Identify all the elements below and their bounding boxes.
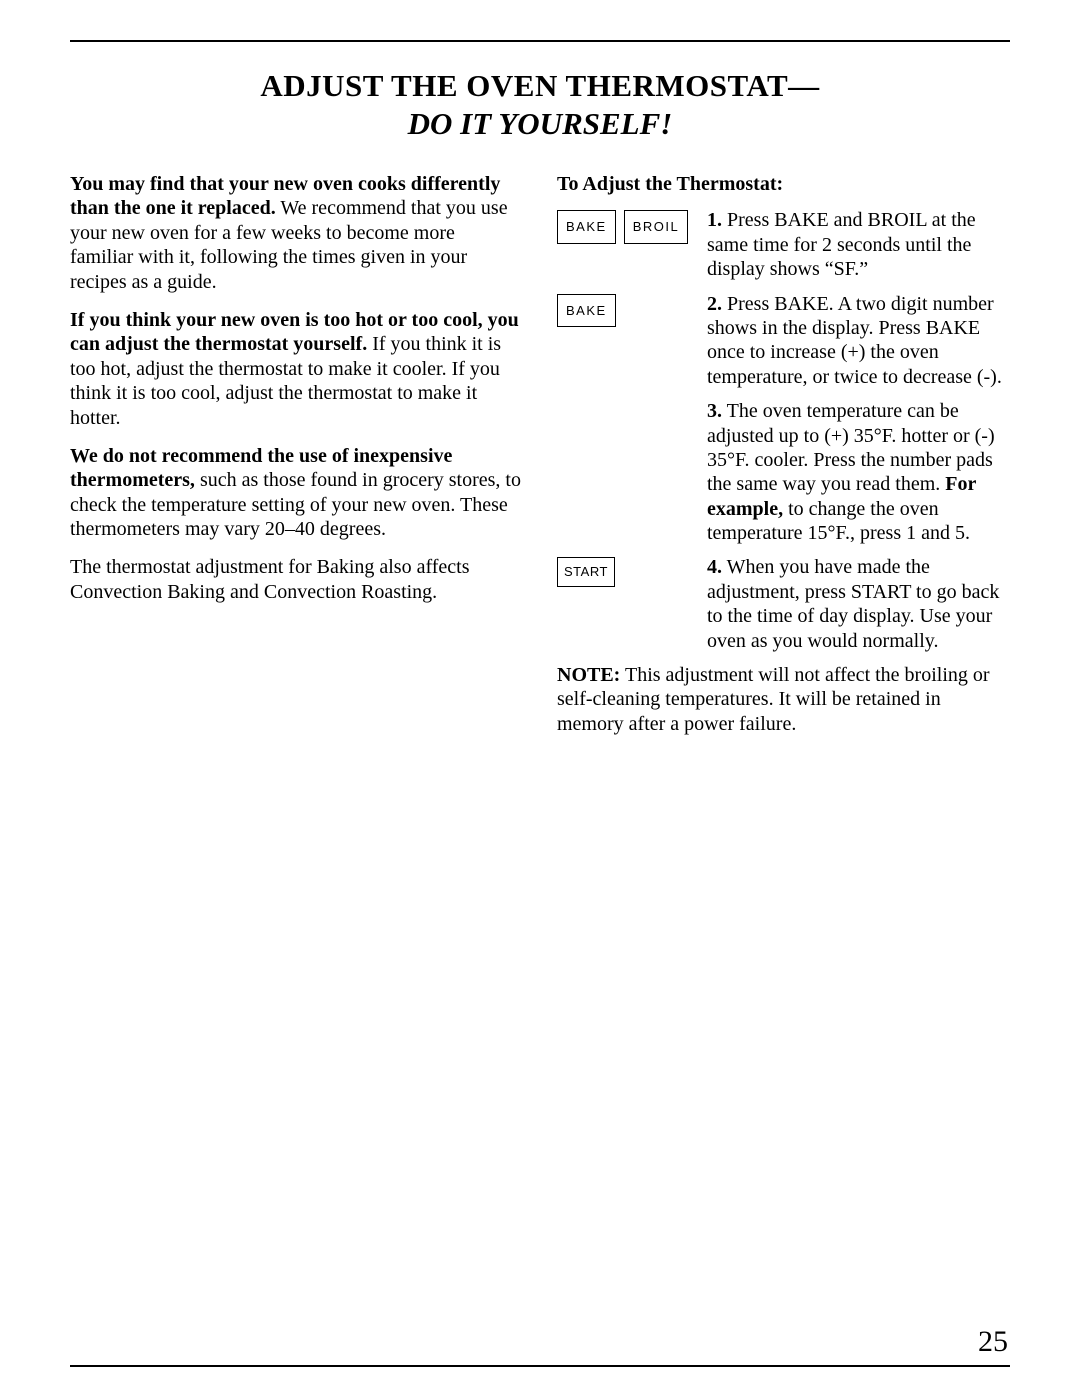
step-3-number: 3. — [707, 400, 722, 422]
left-column: You may find that your new oven cooks di… — [70, 172, 523, 736]
title-line-2: DO IT YOURSELF! — [70, 106, 1010, 142]
note-bold: NOTE: — [557, 664, 620, 686]
step-1-text: 1. Press BAKE and BROIL at the same time… — [707, 208, 1010, 281]
step-4-row: START 4. When you have made the adjustme… — [557, 555, 1010, 653]
step-3-buttons — [557, 399, 707, 401]
columns: You may find that your new oven cooks di… — [70, 172, 1010, 736]
rule-top — [70, 40, 1010, 42]
step-3-text: 3. The oven temperature can be adjusted … — [707, 399, 1010, 545]
note-rest: This adjustment will not affect the broi… — [557, 664, 990, 735]
start-button-icon: START — [557, 557, 615, 587]
step-1-number: 1. — [707, 209, 722, 231]
title-line-1: ADJUST THE OVEN THERMOSTAT— — [70, 68, 1010, 104]
intro-paragraph-2: If you think your new oven is too hot or… — [70, 308, 523, 430]
intro-paragraph-4: The thermostat adjustment for Baking als… — [70, 555, 523, 604]
bake-button-icon: BAKE — [557, 210, 616, 244]
step-4-buttons: START — [557, 555, 707, 587]
adjust-heading: To Adjust the Thermostat: — [557, 172, 1010, 196]
step-2-body: Press BAKE. A two digit number shows in … — [707, 293, 1002, 388]
step-2-row: BAKE 2. Press BAKE. A two digit number s… — [557, 292, 1010, 390]
step-2-buttons: BAKE — [557, 292, 707, 328]
step-2-text: 2. Press BAKE. A two digit number shows … — [707, 292, 1010, 390]
right-column: To Adjust the Thermostat: BAKE BROIL 1. … — [557, 172, 1010, 736]
step-3-row: 3. The oven temperature can be adjusted … — [557, 399, 1010, 545]
step-2-number: 2. — [707, 293, 722, 315]
page-number: 25 — [978, 1325, 1008, 1359]
step-1-buttons: BAKE BROIL — [557, 208, 707, 244]
broil-button-icon: BROIL — [624, 210, 689, 244]
intro-paragraph-1: You may find that your new oven cooks di… — [70, 172, 523, 294]
step-4-body: When you have made the adjustment, press… — [707, 556, 999, 651]
step-4-text: 4. When you have made the adjustment, pr… — [707, 555, 1010, 653]
note-paragraph: NOTE: This adjustment will not affect th… — [557, 663, 1010, 736]
rule-bottom — [70, 1365, 1010, 1367]
intro-paragraph-3: We do not recommend the use of inexpensi… — [70, 444, 523, 542]
page: ADJUST THE OVEN THERMOSTAT— DO IT YOURSE… — [0, 0, 1080, 736]
bake-button-icon-2: BAKE — [557, 294, 616, 328]
step-4-number: 4. — [707, 556, 722, 578]
step-1-body: Press BAKE and BROIL at the same time fo… — [707, 209, 976, 280]
step-1-row: BAKE BROIL 1. Press BAKE and BROIL at th… — [557, 208, 1010, 281]
title-block: ADJUST THE OVEN THERMOSTAT— DO IT YOURSE… — [70, 68, 1010, 142]
